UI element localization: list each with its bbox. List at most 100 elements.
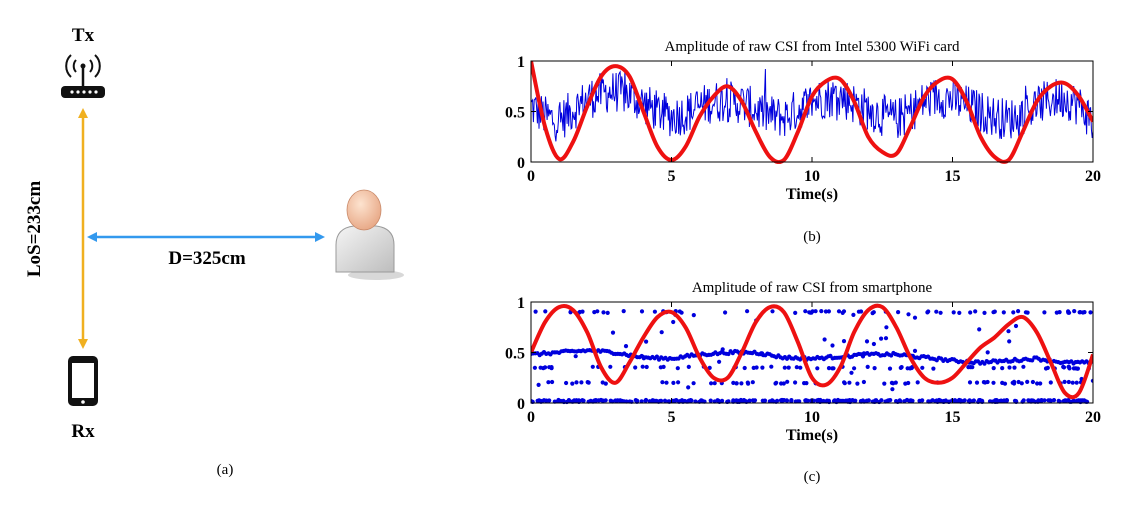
chart-smartphone: Amplitude of raw CSI from smartphone 0 5 1…	[505, 280, 1101, 485]
data-point-231	[1030, 358, 1035, 363]
x-tick-label: 0	[527, 409, 535, 426]
data-point-802	[1013, 323, 1019, 329]
data-point-644	[856, 309, 862, 314]
data-point-599	[926, 309, 931, 314]
data-point-813	[912, 315, 918, 320]
data-point-555	[621, 399, 627, 404]
data-point-774	[769, 364, 774, 369]
data-point-816	[849, 370, 854, 375]
data-point-522	[608, 398, 613, 403]
data-point-690	[1019, 381, 1024, 386]
data-point-743	[931, 366, 936, 371]
data-point-525	[831, 399, 837, 404]
data-point-309	[639, 399, 644, 404]
data-point-515	[547, 398, 552, 403]
data-point-798	[573, 354, 578, 359]
data-point-689	[785, 379, 790, 384]
data-point-594	[823, 309, 829, 314]
data-point-543	[618, 398, 623, 403]
data-point-809	[906, 312, 911, 317]
y-tick-label: 0.5	[505, 105, 525, 122]
data-point-655	[1074, 380, 1079, 385]
data-point-600	[951, 310, 956, 315]
data-point-445	[775, 398, 780, 403]
data-point-631	[679, 310, 684, 315]
data-point-321	[1042, 398, 1047, 403]
data-point-824	[977, 327, 982, 332]
caption-b: (b)	[803, 229, 821, 245]
data-point-460	[760, 398, 765, 403]
data-point-554	[779, 399, 785, 404]
data-point-735	[782, 365, 787, 370]
data-point-668	[1016, 379, 1021, 385]
data-point-656	[750, 380, 755, 385]
y-tick-label: 0.5	[505, 346, 525, 363]
data-point-778	[1012, 365, 1017, 370]
data-point-698	[739, 381, 744, 386]
data-point-730	[1007, 365, 1012, 370]
data-point-633	[1088, 310, 1093, 315]
data-point-455	[555, 399, 560, 404]
data-point-812	[879, 336, 884, 341]
series-fitted-curve	[531, 60, 1093, 164]
data-point-584	[533, 309, 538, 314]
data-point-762	[1000, 366, 1005, 371]
data-point-810	[841, 339, 847, 344]
data-point-458	[747, 398, 752, 403]
data-point-772	[830, 366, 835, 371]
data-point-764	[1021, 364, 1026, 369]
data-point-763	[590, 364, 595, 369]
router-icon	[61, 54, 105, 98]
data-point-562	[1026, 398, 1031, 403]
data-point-822	[641, 354, 646, 359]
data-point-617	[793, 310, 798, 315]
data-point-613	[841, 309, 847, 314]
data-point-796	[659, 330, 664, 335]
data-point-511	[580, 398, 585, 403]
data-point-771	[549, 366, 554, 371]
data-point-710	[600, 380, 605, 385]
data-point-576	[731, 398, 736, 403]
data-point-501	[936, 399, 941, 404]
x-tick-label: 20	[1085, 168, 1101, 185]
data-point-711	[664, 380, 669, 385]
data-point-681	[893, 380, 898, 385]
chart-intel-5300: Amplitude of raw CSI from Intel 5300 WiF…	[505, 39, 1101, 245]
data-point-724	[786, 365, 791, 370]
data-point-592	[938, 310, 943, 315]
data-point-496	[1004, 398, 1009, 403]
data-point-753	[633, 365, 638, 370]
data-point-814	[861, 351, 867, 356]
data-point-637	[1082, 310, 1087, 315]
data-point-647	[982, 310, 987, 315]
data-point-641	[871, 310, 876, 315]
data-point-530	[1039, 399, 1044, 404]
data-point-699	[660, 380, 665, 385]
caption-a: (a)	[217, 462, 234, 478]
data-point-712	[570, 381, 575, 386]
chart-title: Amplitude of raw CSI from Intel 5300 WiF…	[665, 39, 960, 55]
y-tick-label: 1	[517, 295, 525, 312]
data-point-775	[966, 365, 971, 370]
data-point-708	[676, 380, 681, 385]
data-point-691	[731, 380, 736, 385]
data-point-817	[610, 330, 616, 335]
data-point-829	[686, 385, 691, 390]
data-point-508	[592, 398, 597, 403]
data-point-773	[908, 366, 913, 371]
data-point-604	[639, 309, 645, 314]
data-point-462	[853, 398, 858, 403]
data-point-819	[720, 347, 725, 352]
series-raw-csi-line	[531, 68, 1093, 142]
data-point-553	[907, 398, 912, 403]
data-point-828	[759, 351, 764, 356]
person-icon	[335, 189, 404, 280]
data-point-521	[643, 397, 649, 403]
data-point-674	[1048, 380, 1053, 385]
data-point-295	[662, 398, 668, 403]
data-point-567	[821, 398, 826, 404]
data-point-646	[1077, 310, 1082, 315]
data-point-524	[633, 398, 638, 403]
data-point-648	[580, 309, 585, 314]
data-point-703	[1062, 379, 1067, 384]
